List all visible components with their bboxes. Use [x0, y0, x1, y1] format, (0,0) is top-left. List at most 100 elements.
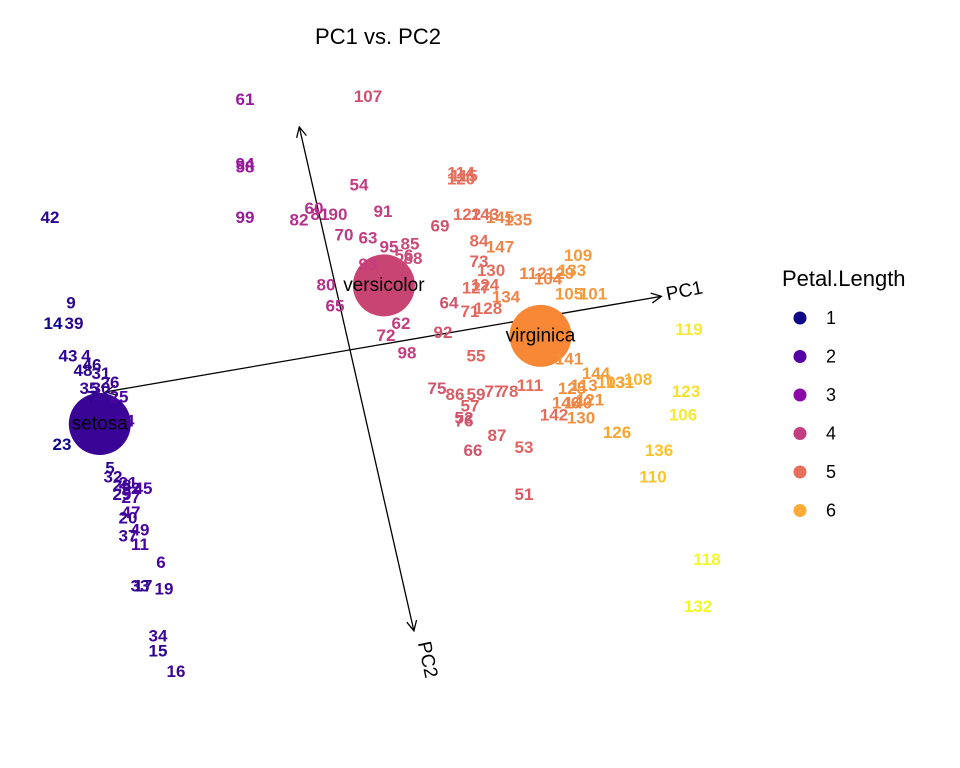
point-label: 64 [440, 293, 459, 312]
point-label: 37 [119, 526, 138, 545]
point-label: 78 [500, 382, 519, 401]
centroid-label-virginica: virginica [506, 325, 576, 346]
point-label: 70 [335, 225, 354, 244]
point-label: 34 [149, 627, 168, 646]
point-label: 112 [519, 264, 546, 283]
point-label: 4 [81, 346, 91, 365]
point-label: 127 [462, 279, 490, 298]
point-label: 88 [404, 249, 423, 268]
point-label: 123 [672, 382, 700, 401]
point-label: 81 [311, 205, 330, 224]
centroid-label-versicolor: versicolor [343, 275, 425, 296]
point-label: 11 [131, 535, 149, 554]
point-label: 47 [122, 503, 141, 522]
color-legend: Petal.Length 1 2 3 4 5 6 [782, 266, 906, 521]
point-label: 106 [669, 405, 697, 424]
point-label: 108 [624, 370, 652, 389]
point-label: 119 [675, 320, 702, 339]
point-label: 17 [134, 577, 153, 596]
point-label: 87 [488, 426, 507, 445]
point-label: 76 [455, 411, 474, 430]
point-label: 49 [131, 520, 150, 539]
point-label: 66 [464, 441, 483, 460]
point-label: 16 [167, 662, 186, 681]
point-label: 28 [113, 476, 132, 495]
point-label: 48 [74, 361, 93, 380]
point-label: 84 [470, 231, 489, 250]
point-label: 143 [471, 205, 499, 224]
point-label: 39 [65, 314, 84, 333]
point-label: 61 [236, 90, 255, 109]
point-label: 52 [455, 408, 474, 427]
point-label: 9 [66, 293, 75, 312]
point-label: 111 [517, 376, 544, 395]
point-label: 32 [104, 467, 123, 486]
point-label: 31 [92, 364, 111, 383]
point-label: 98 [398, 343, 417, 362]
point-label: 115 [450, 166, 477, 185]
point-label: 26 [101, 373, 120, 392]
centroid-setosa [68, 393, 131, 456]
point-label: 122 [453, 205, 481, 224]
point-label: 107 [354, 87, 382, 106]
point-label: 24 [116, 411, 135, 430]
point-label: 147 [486, 237, 514, 256]
point-label: 72 [377, 326, 396, 345]
point-label: 75 [428, 379, 447, 398]
point-label: 71 [461, 302, 480, 321]
point-label: 99 [236, 208, 255, 227]
pc1-axis-label: PC1 [664, 278, 704, 306]
point-label: 110 [639, 467, 666, 486]
point-label: 63 [359, 228, 378, 247]
point-label: 135 [504, 211, 532, 230]
point-label: 90 [329, 205, 348, 224]
point-label: 60 [305, 199, 324, 218]
point-label: 35 [80, 379, 99, 398]
point-label: 103 [597, 373, 625, 392]
point-label: 141 [555, 349, 583, 368]
point-label: 53 [515, 438, 534, 457]
point-label: 144 [582, 364, 611, 383]
point-label: 14 [44, 314, 63, 333]
point-label: 95 [380, 237, 399, 256]
point-label: 7 [87, 388, 96, 407]
point-label: 82 [290, 211, 309, 230]
point-label: 85 [401, 234, 420, 253]
point-label: 56 [395, 246, 414, 265]
point-label: 12 [92, 400, 111, 419]
chart-title: PC1 vs. PC2 [315, 24, 441, 49]
point-label: 5 [105, 459, 114, 478]
point-label: 124 [471, 276, 500, 295]
point-label: 146 [552, 394, 580, 413]
legend-label-3: 3 [826, 385, 836, 405]
legend-label-6: 6 [826, 501, 836, 521]
centroid-virginica [509, 304, 572, 367]
point-label: 73 [470, 252, 489, 271]
point-label: 130 [477, 261, 505, 280]
point-label: 54 [350, 175, 369, 194]
loading-arrows: PC1 PC2 [106, 127, 705, 680]
point-label: 104 [534, 270, 563, 289]
legend-label-1: 1 [826, 308, 836, 328]
legend-label-4: 4 [826, 424, 836, 444]
point-label: 120 [447, 169, 475, 188]
legend-label-5: 5 [826, 462, 836, 482]
point-label: 42 [41, 208, 60, 227]
point-label: 23 [53, 435, 72, 454]
point-label: 145 [486, 208, 514, 227]
point-label: 33 [131, 577, 150, 596]
point-label: 125 [558, 379, 586, 398]
centroid-versicolor [352, 254, 415, 317]
point-label: 55 [467, 346, 486, 365]
legend-title: Petal.Length [782, 266, 906, 291]
point-label: 105 [555, 284, 583, 303]
point-label: 134 [492, 287, 521, 306]
point-label: 126 [603, 423, 631, 442]
point-label: 132 [684, 597, 712, 616]
point-label: 101 [579, 284, 607, 303]
point-label: 133 [558, 261, 586, 280]
point-label: 20 [119, 509, 138, 528]
point-label: 59 [467, 385, 486, 404]
